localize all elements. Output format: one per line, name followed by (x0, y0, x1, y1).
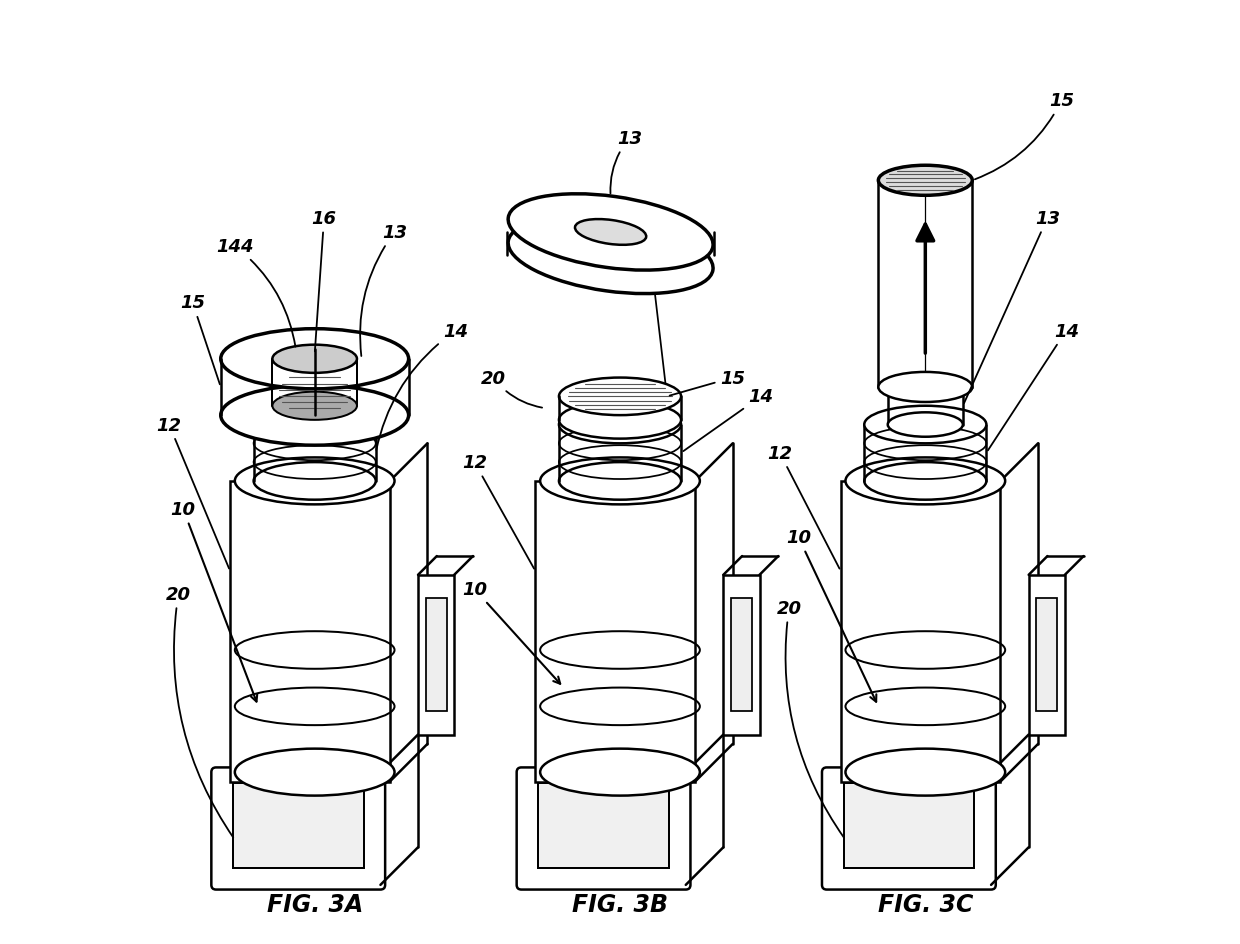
Ellipse shape (559, 401, 681, 439)
Ellipse shape (878, 373, 972, 402)
Text: 15: 15 (975, 93, 1074, 180)
Ellipse shape (273, 392, 357, 420)
Text: 14: 14 (376, 322, 467, 450)
Text: 20: 20 (776, 599, 844, 837)
Ellipse shape (254, 463, 376, 500)
Bar (1037, 598, 1058, 712)
Bar (425, 598, 446, 712)
Bar (233, 784, 363, 868)
Text: 20: 20 (481, 369, 542, 408)
Ellipse shape (541, 749, 699, 796)
Ellipse shape (559, 406, 681, 444)
Ellipse shape (254, 406, 376, 444)
Bar (878, 181, 972, 388)
Text: 13: 13 (610, 130, 642, 194)
Bar (231, 481, 389, 782)
Bar (843, 784, 975, 868)
Ellipse shape (878, 166, 972, 196)
Text: 13: 13 (963, 210, 1060, 404)
Text: 15: 15 (670, 369, 745, 396)
Ellipse shape (541, 458, 699, 505)
Bar (1029, 575, 1065, 734)
Bar (730, 598, 751, 712)
Text: 16: 16 (311, 210, 336, 352)
Bar (536, 481, 696, 782)
Ellipse shape (234, 458, 394, 505)
Bar (538, 784, 668, 868)
Text: 13: 13 (360, 224, 407, 357)
Bar (841, 481, 1001, 782)
Text: 144: 144 (216, 238, 295, 347)
Ellipse shape (888, 413, 963, 437)
Ellipse shape (575, 220, 646, 245)
Text: 12: 12 (461, 454, 534, 569)
Bar (723, 575, 760, 734)
Text: 14: 14 (683, 388, 774, 451)
Ellipse shape (273, 346, 357, 374)
Ellipse shape (559, 379, 681, 415)
Bar (418, 575, 454, 734)
Ellipse shape (221, 329, 409, 390)
Text: 10: 10 (786, 529, 877, 702)
Text: 15: 15 (180, 295, 219, 385)
Ellipse shape (221, 386, 409, 446)
Text: 10: 10 (171, 500, 257, 701)
Ellipse shape (846, 749, 1006, 796)
FancyBboxPatch shape (822, 767, 996, 889)
Ellipse shape (508, 218, 713, 295)
Ellipse shape (508, 194, 713, 271)
FancyBboxPatch shape (211, 767, 386, 889)
Text: 14: 14 (988, 322, 1079, 451)
Text: FIG. 3A: FIG. 3A (267, 892, 363, 916)
Text: 12: 12 (768, 445, 839, 569)
Ellipse shape (888, 376, 963, 399)
Ellipse shape (234, 749, 394, 796)
Ellipse shape (864, 406, 986, 444)
Ellipse shape (864, 463, 986, 500)
FancyBboxPatch shape (517, 767, 691, 889)
Text: 12: 12 (156, 416, 229, 569)
Text: FIG. 3C: FIG. 3C (878, 892, 973, 916)
Ellipse shape (559, 463, 681, 500)
Ellipse shape (846, 458, 1006, 505)
Text: 20: 20 (166, 585, 233, 837)
Text: FIG. 3B: FIG. 3B (572, 892, 668, 916)
Text: 10: 10 (461, 581, 560, 684)
